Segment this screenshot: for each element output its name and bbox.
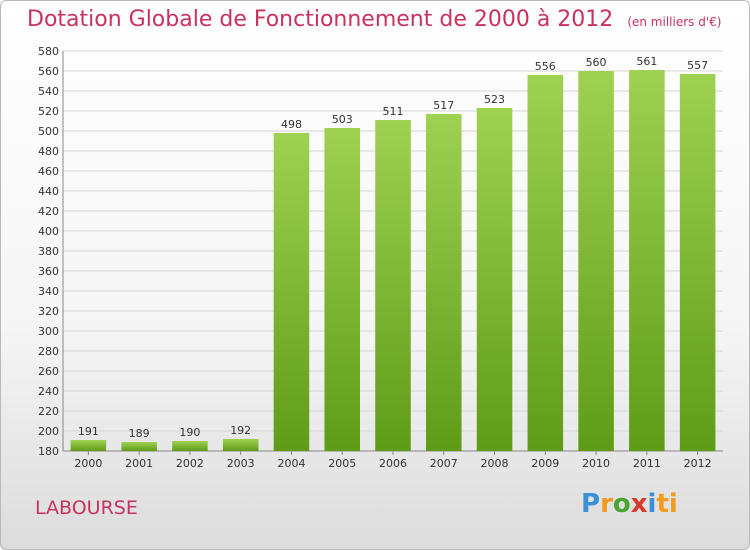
chart-title: Dotation Globale de Fonctionnement de 20…: [27, 7, 721, 32]
bar-2007: [426, 114, 462, 451]
y-tick-label: 380: [38, 245, 59, 258]
y-tick-label: 440: [38, 185, 59, 198]
bar-2005: [324, 128, 360, 451]
y-tick-label: 240: [38, 385, 59, 398]
x-tick-label: 2008: [481, 457, 509, 470]
y-tick-label: 520: [38, 105, 59, 118]
x-tick-label: 2001: [125, 457, 153, 470]
y-tick-label: 260: [38, 365, 59, 378]
bar-value-label: 511: [383, 105, 404, 118]
logo-letter: x: [630, 489, 648, 519]
x-tick-label: 2007: [430, 457, 458, 470]
bar-2006: [375, 120, 411, 451]
x-tick-label: 2011: [633, 457, 661, 470]
y-tick-label: 480: [38, 145, 59, 158]
y-tick-label: 320: [38, 305, 59, 318]
bar-value-label: 503: [332, 113, 353, 126]
x-tick-label: 2000: [74, 457, 102, 470]
bar-value-label: 191: [78, 425, 99, 438]
y-tick-label: 500: [38, 125, 59, 138]
bar-2010: [578, 71, 614, 451]
logo-letter: P: [581, 489, 601, 519]
bar-2012: [679, 74, 716, 451]
bar-value-label: 190: [179, 426, 200, 439]
y-tick-label: 460: [38, 165, 59, 178]
y-tick-label: 280: [38, 345, 59, 358]
bar-value-label: 560: [586, 56, 607, 69]
bar-value-label: 192: [230, 424, 251, 437]
logo-letter: i: [647, 489, 657, 519]
y-tick-label: 580: [38, 45, 59, 58]
bar-value-label: 556: [535, 60, 556, 73]
logo-letter: r: [600, 489, 613, 519]
y-tick-label: 220: [38, 405, 59, 418]
bar-value-label: 517: [433, 99, 454, 112]
bar-value-label: 561: [636, 55, 657, 68]
y-tick-label: 400: [38, 225, 59, 238]
x-tick-label: 2006: [379, 457, 407, 470]
bar-value-label: 557: [687, 59, 708, 72]
bar-2009: [527, 75, 564, 451]
bar-2011: [629, 70, 665, 451]
axes: 180 200 220 240 260 280 300 320 340 360 380 400 420 4…: [38, 45, 723, 470]
y-tick-label: 560: [38, 65, 59, 78]
y-tick-label: 340: [38, 285, 59, 298]
x-tick-label: 2002: [176, 457, 204, 470]
chart-title-text: Dotation Globale de Fonctionnement de 20…: [27, 7, 614, 32]
x-tick-label: 2003: [227, 457, 255, 470]
bar-2003: [222, 439, 259, 451]
proxiti-logo[interactable]: Proxiti: [581, 489, 678, 519]
x-tick-label: 2010: [582, 457, 610, 470]
y-tick-label: 420: [38, 205, 59, 218]
commune-name: LABOURSE: [35, 497, 138, 519]
x-tick-label: 2005: [328, 457, 356, 470]
bar-value-label: 523: [484, 93, 505, 106]
bar-2001: [121, 442, 157, 451]
bar-value-label: 189: [129, 427, 150, 440]
y-tick-label: 180: [38, 445, 59, 458]
y-tick-label: 540: [38, 85, 59, 98]
bar-value-label: 498: [281, 118, 302, 131]
y-tick-label: 200: [38, 425, 59, 438]
bar-2004: [273, 133, 310, 451]
x-tick-label: 2009: [531, 457, 559, 470]
x-tick-label: 2012: [684, 457, 712, 470]
bar-2000: [70, 440, 107, 451]
bar-2008: [476, 108, 513, 451]
bars: 191 189 190 192 498 503 511 517 523 556 560 561 557: [70, 55, 716, 451]
x-tick-label: 2004: [277, 457, 305, 470]
bar-2002: [172, 441, 208, 451]
logo-letter: ti: [656, 489, 678, 519]
logo-letter: o: [612, 489, 631, 519]
y-tick-label: 360: [38, 265, 59, 278]
y-tick-label: 300: [38, 325, 59, 338]
chart-unit: (en milliers d'€): [627, 15, 722, 29]
